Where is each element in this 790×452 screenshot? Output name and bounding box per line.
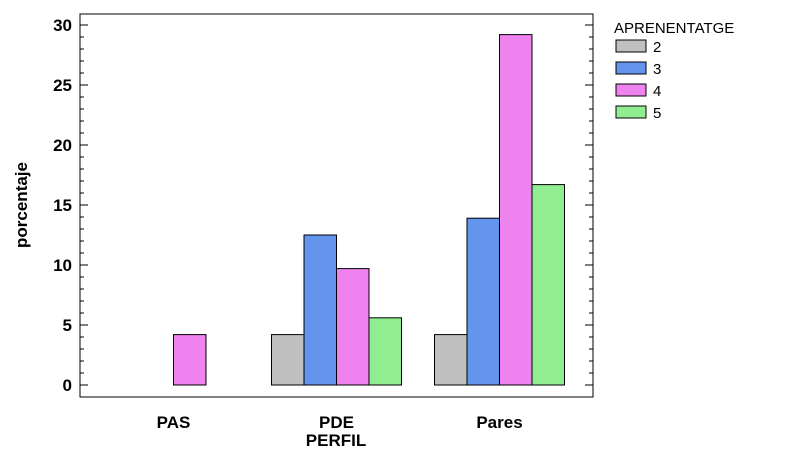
y-tick-label: 20 [53, 136, 72, 155]
legend-swatch-5 [615, 105, 647, 119]
bars [173, 34, 565, 386]
bar-pares-4 [499, 34, 533, 386]
legend-swatch-4 [615, 83, 647, 97]
y-axis-title: porcentaje [12, 162, 31, 248]
y-tick-label: 5 [63, 316, 72, 335]
bar-pares-5 [531, 184, 565, 386]
bar-pares-2 [434, 334, 468, 386]
legend-swatch-2 [615, 39, 647, 53]
y-axis-ticks [80, 24, 593, 386]
y-tick-label: 25 [53, 76, 72, 95]
y-tick-labels: 0 5 10 15 20 25 30 [53, 16, 72, 395]
y-tick-label: 10 [53, 256, 72, 275]
plot-frame [79, 13, 594, 398]
bar-pde-2 [271, 334, 305, 386]
legend-swatch-3 [615, 61, 647, 75]
legend: 2 3 4 5 [615, 39, 661, 122]
x-axis-title: PERFIL [306, 431, 366, 450]
y-tick-label: 0 [63, 376, 72, 395]
legend-label-2: 2 [653, 39, 661, 56]
y-tick-label: 30 [53, 16, 72, 35]
x-category-label: PDE [319, 413, 354, 432]
x-category-label: Pares [476, 413, 522, 432]
legend-label-3: 3 [653, 61, 661, 78]
bar-pares-3 [466, 217, 500, 386]
bar-pas-4 [173, 334, 207, 386]
legend-label-5: 5 [653, 105, 661, 122]
bar-pde-5 [368, 317, 402, 386]
legend-label-4: 4 [653, 83, 661, 100]
x-category-label: PAS [157, 413, 191, 432]
legend-title: APRENENTATGE [614, 20, 734, 37]
x-category-labels: PAS PDE Pares [157, 413, 523, 432]
bar-pde-3 [303, 234, 337, 386]
y-tick-label: 15 [53, 196, 72, 215]
bar-pde-4 [336, 268, 370, 386]
